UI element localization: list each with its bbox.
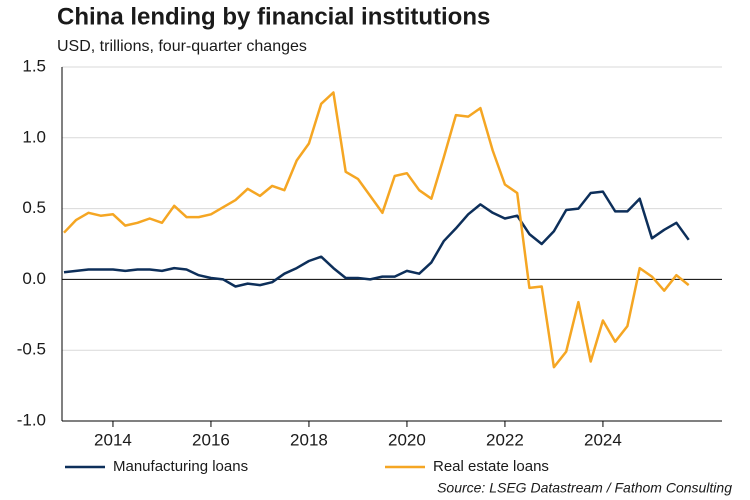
- y-tick-label: -1.0: [17, 410, 46, 429]
- x-tick-label: 2018: [290, 430, 328, 449]
- x-tick-label: 2020: [388, 430, 426, 449]
- legend-label: Manufacturing loans: [113, 458, 248, 475]
- x-tick-label: 2022: [486, 430, 524, 449]
- series-line: [63, 190, 690, 288]
- x-tick-label: 2024: [584, 430, 622, 449]
- chart-title: China lending by financial institutions: [57, 3, 490, 30]
- legend-label: Real estate loans: [433, 458, 549, 475]
- y-tick-label: 0.0: [22, 269, 46, 288]
- series-line: [63, 91, 690, 369]
- y-tick-label: -0.5: [17, 340, 46, 359]
- x-tick-label: 2014: [94, 430, 132, 449]
- y-tick-label: 0.5: [22, 198, 46, 217]
- y-tick-label: 1.0: [22, 127, 46, 146]
- chart-subtitle: USD, trillions, four-quarter changes: [57, 38, 307, 55]
- y-tick-label: 1.5: [22, 56, 46, 75]
- x-tick-label: 2016: [192, 430, 230, 449]
- source-note: Source: LSEG Datastream / Fathom Consult…: [437, 480, 732, 496]
